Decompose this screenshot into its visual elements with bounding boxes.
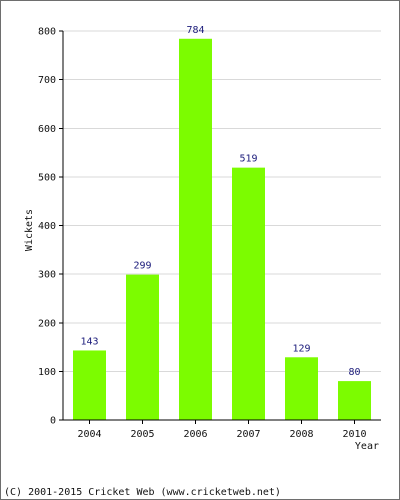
value-label-2004: 143 (80, 336, 98, 347)
x-tick-label-2006: 2006 (183, 429, 207, 440)
bar-2010 (338, 381, 371, 420)
value-label-2005: 299 (133, 261, 151, 272)
y-axis-title: Wickets (24, 209, 35, 251)
grid-layer (63, 30, 381, 372)
x-tick-label-2004: 2004 (77, 429, 101, 440)
value-label-2010: 80 (348, 367, 360, 378)
x-axis-title: Year (355, 441, 379, 452)
y-tick-label: 400 (38, 221, 56, 232)
x-tick-label-2007: 2007 (236, 429, 260, 440)
y-tick-label: 100 (38, 367, 56, 378)
x-tick-label-2008: 2008 (289, 429, 313, 440)
y-tick-label: 0 (50, 416, 56, 427)
y-tick-label: 700 (38, 75, 56, 86)
x-tick-layer: 2004 2005 2006 2007 2008 2010 (77, 420, 367, 440)
bar-2008 (285, 357, 318, 420)
y-tick-layer: 0 100 200 300 400 500 600 700 800 (38, 27, 63, 427)
value-label-layer: 143 299 784 519 129 80 (80, 25, 360, 378)
x-tick-label-2005: 2005 (130, 429, 154, 440)
value-label-2006: 784 (186, 25, 204, 36)
y-tick-label: 200 (38, 318, 56, 329)
bar-2007 (232, 167, 265, 420)
y-tick-label: 300 (38, 270, 56, 281)
copyright-text: (C) 2001-2015 Cricket Web (www.cricketwe… (4, 487, 281, 498)
bar-2006 (179, 38, 212, 420)
bar-2005 (126, 274, 159, 420)
y-tick-label: 800 (38, 27, 56, 38)
value-label-2008: 129 (292, 343, 310, 354)
bar-layer (73, 38, 371, 420)
y-tick-label: 600 (38, 124, 56, 135)
value-label-2007: 519 (239, 154, 257, 165)
bar-2004 (73, 350, 106, 420)
y-tick-label: 500 (38, 172, 56, 183)
x-tick-label-2010: 2010 (342, 429, 366, 440)
